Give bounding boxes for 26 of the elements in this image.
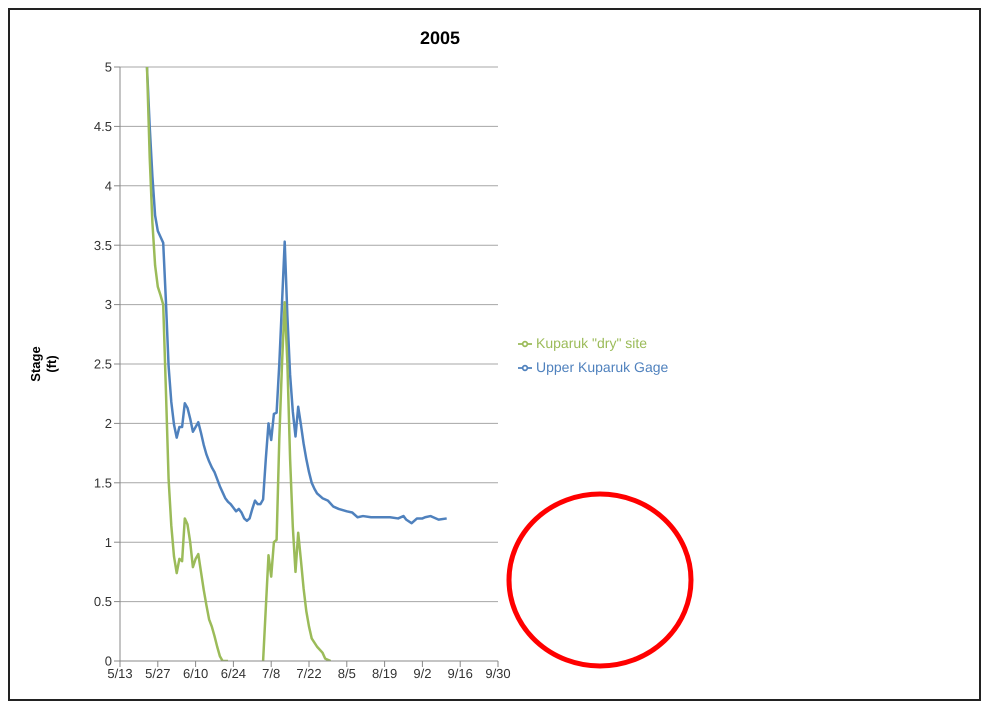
x-tick-label: 5/13 [107,666,133,682]
x-tick-label: 9/30 [485,666,511,682]
x-tick-label: 8/19 [372,666,398,682]
x-tick-label: 6/24 [220,666,246,682]
legend-label: Upper Kuparuk Gage [536,358,668,374]
x-tick-label: 9/16 [448,666,473,682]
x-tick-label: 9/2 [413,666,432,682]
y-tick-label: 4.5 [94,119,112,134]
x-tick-label: 5/27 [145,666,170,682]
y-tick-label: 4 [104,178,112,194]
y-tick-label: 1.5 [94,475,112,490]
x-tick-label: 8/5 [338,666,356,682]
y-axis-title: Stage (ft) [28,346,59,382]
y-tick-label: 2 [104,416,112,432]
legend-label: Kuparuk "dry" site [536,334,648,350]
y-tick-label: 2.5 [94,356,112,372]
x-tick-label: 7/22 [296,666,322,682]
y-tick-label: 0.5 [94,594,112,610]
x-tick-label: 7/8 [262,666,280,682]
y-tick-label: 3 [104,297,112,312]
y-tick-label: 3.5 [94,238,112,253]
y-tick-label: 5 [104,60,112,75]
chart-title: 2005 [418,28,462,49]
y-tick-label: 0 [104,654,112,669]
x-tick-label: 6/10 [182,666,208,682]
y-tick-label: 1 [104,534,112,550]
